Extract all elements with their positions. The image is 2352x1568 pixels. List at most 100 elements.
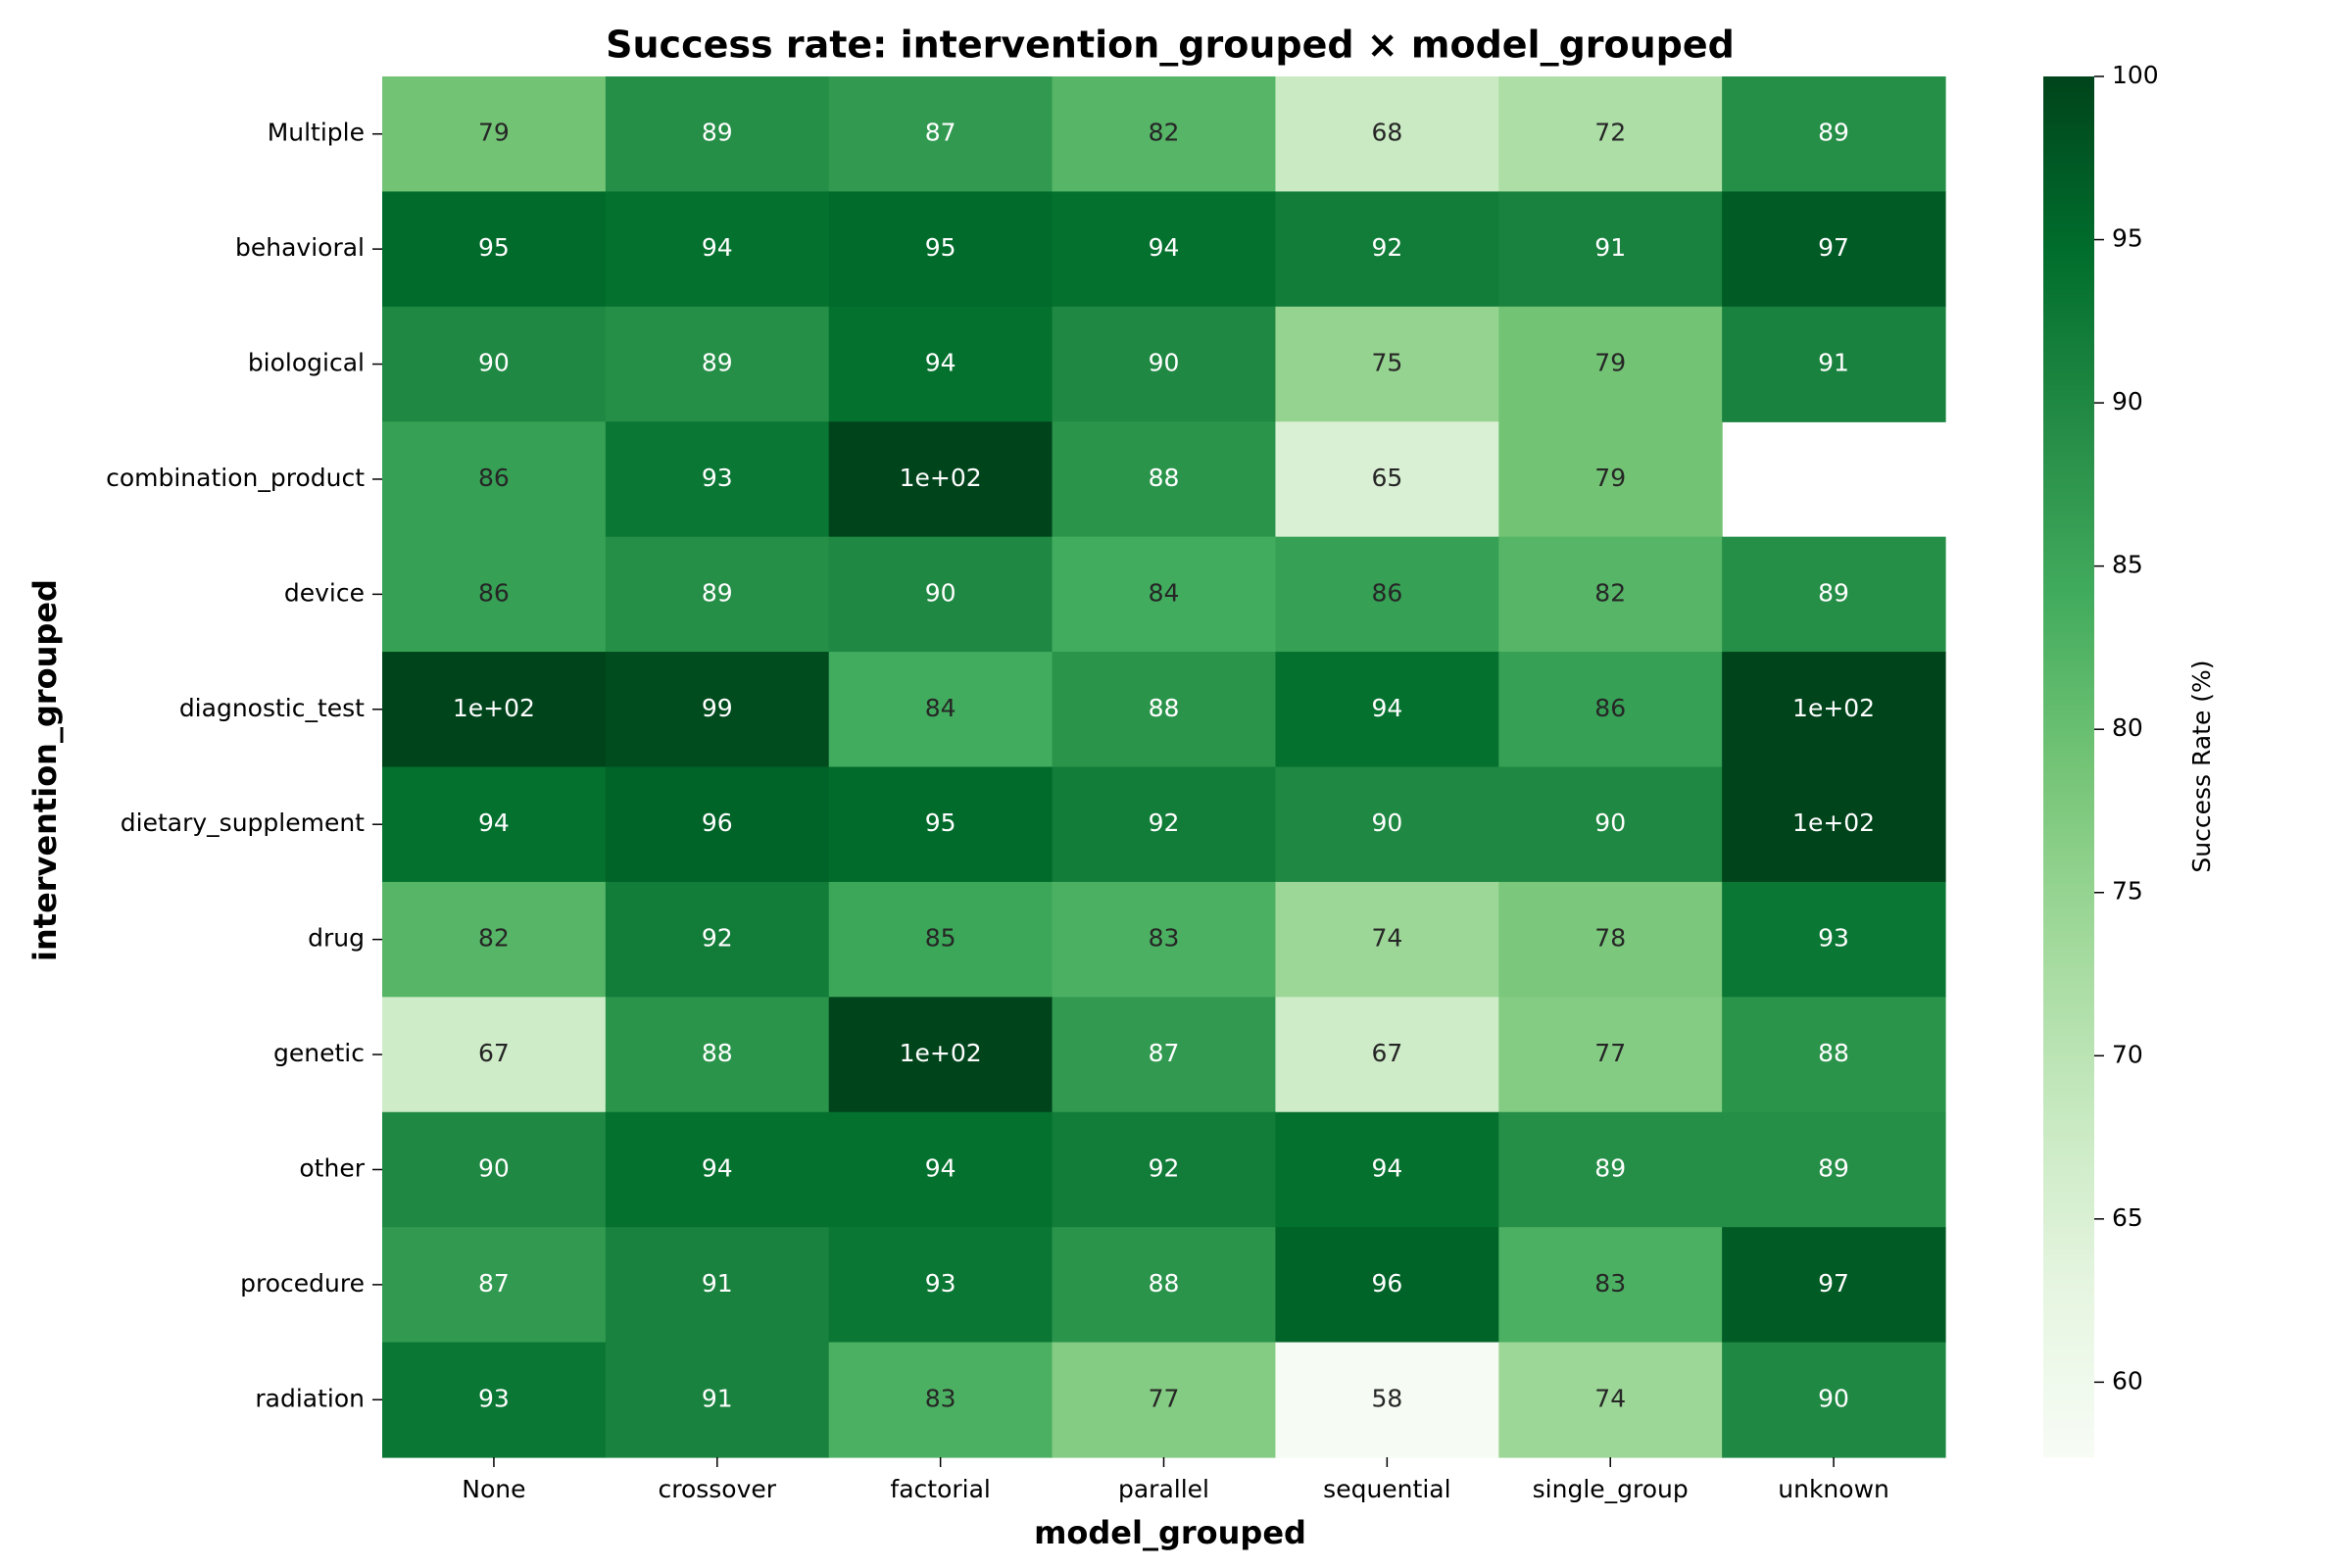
cell-value-label: 90 <box>1149 349 1180 377</box>
cell-value-label: 92 <box>1149 1153 1180 1182</box>
cell-value-label: 93 <box>1818 924 1849 953</box>
colorbar-gradient <box>2043 76 2094 1457</box>
cell-value-label: 88 <box>1818 1039 1849 1067</box>
y-tick-label: biological <box>248 349 365 377</box>
y-tick-label: diagnostic_test <box>179 694 365 722</box>
heatmap-cell <box>382 76 607 193</box>
heatmap-cell <box>1275 1111 1499 1228</box>
heatmap-cell <box>1052 766 1277 883</box>
heatmap-cell <box>828 536 1054 653</box>
cell-value-label: 97 <box>1818 233 1849 262</box>
heatmap-cell <box>1498 1111 1723 1228</box>
cell-value-label: 94 <box>1149 233 1180 262</box>
heatmap-cell <box>605 652 830 768</box>
heatmap-cell <box>1498 652 1723 768</box>
cell-value-label: 85 <box>925 924 956 953</box>
heatmap-cell <box>605 191 830 308</box>
y-tick-label: dietary_supplement <box>121 808 365 837</box>
heatmap-cell <box>382 881 607 998</box>
heatmap-cell <box>1722 997 1946 1113</box>
heatmap-cell <box>382 421 607 538</box>
cell-value-label: 91 <box>1818 349 1849 377</box>
heatmap-cell <box>1052 191 1277 308</box>
heatmap-cell <box>1722 652 1946 768</box>
heatmap-cell <box>828 1227 1054 1344</box>
cell-value-label: 89 <box>702 349 733 377</box>
chart-title: Success rate: intervention_grouped × mod… <box>606 24 1735 67</box>
cell-value-label: 93 <box>925 1269 956 1298</box>
x-tick-label: factorial <box>890 1475 990 1503</box>
heatmap-cell <box>1722 881 1946 998</box>
cell-value-label: 90 <box>1371 808 1402 837</box>
heatmap-cell <box>1052 536 1277 653</box>
heatmap-cell <box>1275 1342 1499 1458</box>
heatmap-cell <box>605 306 830 422</box>
cell-value-label: 1e+02 <box>1792 694 1875 722</box>
cell-value-label: 79 <box>1594 349 1626 377</box>
cell-value-label: 67 <box>478 1039 510 1067</box>
cell-value-label: 84 <box>925 694 956 722</box>
cell-value-label: 82 <box>1149 119 1180 147</box>
y-tick-label: Multiple <box>268 119 365 147</box>
heatmap-cell <box>382 536 607 653</box>
cell-value-label: 77 <box>1594 1039 1626 1067</box>
cell-value-label: 88 <box>1149 464 1180 492</box>
heatmap-cell <box>1722 766 1946 883</box>
cell-value-label: 95 <box>478 233 510 262</box>
heatmap-cell <box>605 997 830 1113</box>
heatmap-cell <box>1498 306 1723 422</box>
cell-value-label: 92 <box>1371 233 1402 262</box>
cell-value-label: 89 <box>1818 119 1849 147</box>
cell-value-label: 58 <box>1371 1384 1402 1412</box>
heatmap-cell <box>828 1342 1054 1458</box>
cell-value-label: 86 <box>478 464 510 492</box>
heatmap-cell <box>1722 76 1946 193</box>
cell-value-label: 99 <box>702 694 733 722</box>
heatmap-cell <box>1498 997 1723 1113</box>
cell-value-label: 89 <box>702 578 733 607</box>
colorbar-tick-label: 100 <box>2112 61 2159 89</box>
cell-value-label: 87 <box>1149 1039 1180 1067</box>
x-axis-label: model_grouped <box>1034 1514 1306 1551</box>
cell-value-label: 92 <box>702 924 733 953</box>
cell-value-label: 79 <box>1594 464 1626 492</box>
y-tick-label: device <box>284 578 365 607</box>
heatmap-cell <box>1722 1342 1946 1458</box>
heatmap-cell <box>1722 191 1946 308</box>
heatmap-cell <box>1722 536 1946 653</box>
cell-value-label: 82 <box>478 924 510 953</box>
x-tick-label: crossover <box>658 1475 776 1503</box>
cell-value-label: 88 <box>1149 694 1180 722</box>
cell-value-label: 94 <box>1371 694 1402 722</box>
heatmap-cell <box>605 421 830 538</box>
cell-value-label: 95 <box>925 233 956 262</box>
cell-value-label: 91 <box>702 1384 733 1412</box>
cell-value-label: 91 <box>1594 233 1626 262</box>
heatmap-cell <box>1498 421 1723 538</box>
heatmap-cell <box>1052 997 1277 1113</box>
heatmap-cell <box>1722 1227 1946 1344</box>
heatmap-cell <box>1052 1227 1277 1344</box>
colorbar-tick-label: 80 <box>2112 713 2143 742</box>
y-tick-label: radiation <box>255 1384 365 1412</box>
heatmap-cell <box>382 652 607 768</box>
cell-value-label: 77 <box>1149 1384 1180 1412</box>
cell-value-label: 1e+02 <box>453 694 535 722</box>
colorbar-tick-label: 60 <box>2112 1366 2143 1395</box>
heatmap-cell <box>1275 881 1499 998</box>
cell-value-label: 93 <box>702 464 733 492</box>
cell-value-label: 97 <box>1818 1269 1849 1298</box>
cell-value-label: 82 <box>1594 578 1626 607</box>
cell-value-label: 74 <box>1594 1384 1626 1412</box>
heatmap-cell <box>605 766 830 883</box>
cell-value-label: 96 <box>702 808 733 837</box>
heatmap-cell <box>605 1342 830 1458</box>
colorbar-ticks: 60 65 70 75 80 85 90 95 100 <box>2094 61 2159 1395</box>
heatmap-cell <box>1275 76 1499 193</box>
x-tick-label: unknown <box>1778 1475 1889 1503</box>
colorbar-tick-label: 90 <box>2112 387 2143 416</box>
cell-value-label: 90 <box>478 1153 510 1182</box>
y-axis-label: intervention_grouped <box>26 579 64 961</box>
colorbar: 60 65 70 75 80 85 90 95 100 Success Rate (%) <box>2043 61 2216 1457</box>
cell-value-label: 89 <box>1818 578 1849 607</box>
